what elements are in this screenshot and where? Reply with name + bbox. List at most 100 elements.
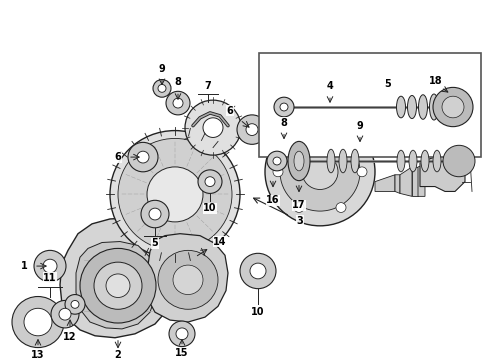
- Text: 7: 7: [205, 81, 211, 91]
- Circle shape: [185, 100, 241, 155]
- Circle shape: [173, 98, 183, 108]
- Circle shape: [128, 142, 158, 172]
- Circle shape: [349, 135, 371, 156]
- Circle shape: [336, 131, 346, 141]
- Text: 6: 6: [115, 152, 122, 162]
- Text: 9: 9: [357, 121, 364, 131]
- Polygon shape: [412, 167, 418, 196]
- Circle shape: [43, 259, 57, 273]
- Ellipse shape: [288, 141, 310, 181]
- Circle shape: [380, 108, 396, 124]
- Text: 9: 9: [159, 64, 166, 74]
- Circle shape: [24, 308, 52, 336]
- Circle shape: [279, 138, 289, 147]
- Text: 13: 13: [31, 350, 45, 360]
- Circle shape: [205, 177, 215, 186]
- Circle shape: [324, 100, 336, 112]
- Circle shape: [273, 167, 283, 177]
- Circle shape: [153, 80, 171, 97]
- Text: 10: 10: [251, 307, 265, 317]
- Text: 11: 11: [43, 273, 57, 283]
- Circle shape: [80, 248, 156, 323]
- Bar: [259, 53, 481, 157]
- Circle shape: [147, 167, 203, 222]
- Circle shape: [34, 250, 66, 282]
- Circle shape: [280, 103, 288, 111]
- Text: 10: 10: [203, 203, 217, 213]
- Circle shape: [294, 131, 304, 141]
- Polygon shape: [76, 242, 156, 329]
- Circle shape: [71, 301, 79, 308]
- Ellipse shape: [408, 95, 416, 118]
- Circle shape: [442, 96, 464, 118]
- Circle shape: [280, 132, 360, 211]
- Polygon shape: [400, 167, 412, 196]
- Text: 18: 18: [429, 76, 443, 86]
- Circle shape: [267, 151, 287, 171]
- Circle shape: [246, 124, 258, 135]
- Ellipse shape: [430, 94, 439, 120]
- Circle shape: [316, 92, 344, 120]
- Polygon shape: [418, 165, 425, 196]
- Circle shape: [357, 167, 367, 177]
- Circle shape: [356, 141, 364, 149]
- Text: 5: 5: [385, 80, 392, 89]
- Text: 15: 15: [175, 348, 189, 359]
- Text: 14: 14: [213, 237, 227, 247]
- Text: 5: 5: [151, 238, 158, 248]
- Circle shape: [65, 294, 85, 314]
- Text: 8: 8: [174, 77, 181, 87]
- Circle shape: [203, 118, 223, 138]
- Circle shape: [250, 263, 266, 279]
- Text: 4: 4: [327, 81, 333, 91]
- Ellipse shape: [409, 150, 417, 172]
- Circle shape: [240, 253, 276, 289]
- Circle shape: [141, 200, 169, 228]
- Circle shape: [265, 118, 375, 226]
- Ellipse shape: [339, 149, 347, 173]
- Circle shape: [237, 115, 267, 144]
- Polygon shape: [375, 175, 395, 192]
- Polygon shape: [395, 175, 400, 193]
- Polygon shape: [60, 218, 180, 338]
- Circle shape: [176, 328, 188, 340]
- Ellipse shape: [421, 150, 429, 172]
- Circle shape: [370, 98, 406, 134]
- Circle shape: [433, 87, 473, 127]
- Circle shape: [12, 297, 64, 347]
- Circle shape: [137, 151, 149, 163]
- Circle shape: [273, 157, 281, 165]
- Circle shape: [106, 274, 130, 297]
- Ellipse shape: [418, 95, 427, 119]
- Circle shape: [51, 301, 79, 328]
- Ellipse shape: [397, 150, 405, 172]
- Circle shape: [272, 131, 296, 154]
- Circle shape: [294, 203, 304, 212]
- Ellipse shape: [433, 150, 441, 172]
- Text: 12: 12: [63, 332, 77, 342]
- Text: 2: 2: [115, 350, 122, 360]
- Circle shape: [158, 85, 166, 92]
- Ellipse shape: [396, 96, 406, 118]
- Circle shape: [166, 91, 190, 115]
- Text: 17: 17: [292, 200, 306, 210]
- Text: 6: 6: [227, 106, 233, 116]
- Circle shape: [149, 208, 161, 220]
- Circle shape: [173, 265, 203, 294]
- Circle shape: [59, 308, 71, 320]
- Circle shape: [302, 154, 338, 189]
- Circle shape: [158, 250, 218, 309]
- Text: 8: 8: [281, 118, 288, 128]
- Circle shape: [198, 170, 222, 193]
- Circle shape: [443, 145, 475, 177]
- Circle shape: [336, 203, 346, 212]
- Polygon shape: [148, 234, 228, 322]
- Text: 3: 3: [296, 216, 303, 226]
- Ellipse shape: [294, 151, 304, 171]
- Ellipse shape: [351, 149, 359, 173]
- Circle shape: [169, 321, 195, 347]
- Text: 1: 1: [21, 261, 27, 271]
- Ellipse shape: [327, 149, 335, 173]
- Circle shape: [110, 131, 240, 258]
- Text: 16: 16: [266, 195, 280, 205]
